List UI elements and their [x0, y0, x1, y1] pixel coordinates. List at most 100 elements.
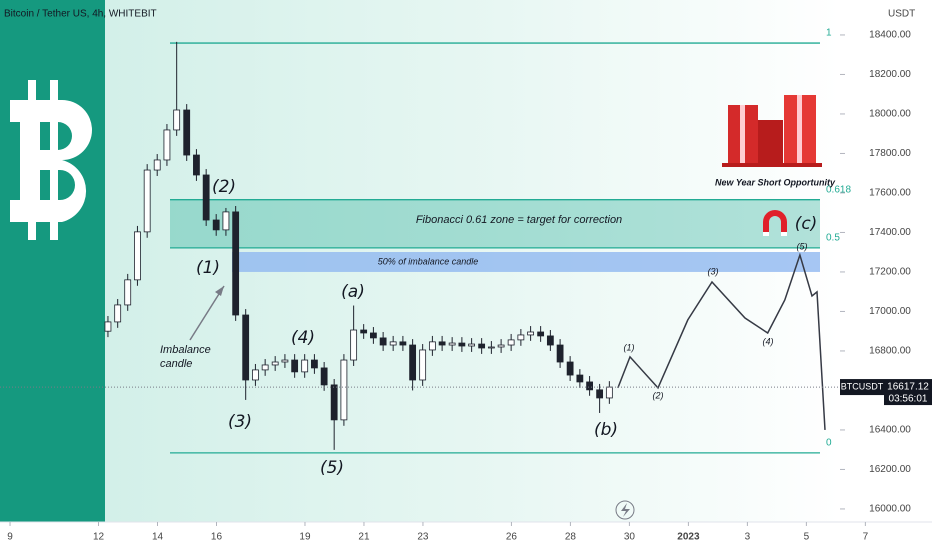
chart-title: Bitcoin / Tether US, 4h, WHITEBIT — [4, 9, 157, 20]
candle-body — [546, 335, 554, 346]
candle-body — [409, 344, 417, 381]
candle-body — [596, 389, 604, 399]
candle-body — [448, 342, 456, 346]
wave-label: (5) — [320, 458, 344, 478]
x-tick-label: 26 — [506, 532, 518, 543]
projection-wave-label: (3) — [708, 266, 719, 276]
candle-body — [232, 211, 240, 316]
candle-body — [271, 361, 279, 366]
candle-body — [478, 343, 486, 349]
candle-body — [202, 174, 210, 221]
gift-icon — [722, 95, 822, 167]
fib-ratio: 0 — [826, 437, 832, 448]
x-tick-label: 9 — [7, 532, 13, 543]
new-year-label: New Year Short Opportunity — [715, 177, 836, 187]
candle-body — [369, 332, 377, 339]
x-tick-label: 5 — [804, 532, 810, 543]
fib-zone-label: Fibonacci 0.61 zone = target for correct… — [416, 214, 622, 226]
x-tick-label: 21 — [358, 532, 370, 543]
candle-body — [566, 361, 574, 376]
x-tick-label: 2023 — [677, 532, 700, 543]
candle-body — [104, 321, 112, 332]
candle-body — [438, 341, 446, 346]
y-tick-label: 18400.00 — [869, 30, 911, 41]
projection-wave-label: (1) — [624, 342, 635, 352]
candle-body — [114, 304, 122, 323]
candle-body — [242, 314, 250, 381]
wave-label: (b) — [594, 420, 618, 440]
candle-body — [458, 342, 466, 347]
bitcoin-logo — [10, 80, 92, 240]
y-tick-label: 18200.00 — [869, 69, 911, 80]
fib-ratio: 0.5 — [826, 232, 840, 243]
x-tick-label: 19 — [299, 532, 311, 543]
candle-body — [281, 359, 289, 363]
arrow — [189, 285, 225, 341]
x-tick-label: 12 — [93, 532, 105, 543]
x-tick-label: 23 — [417, 532, 429, 543]
candle-body — [360, 329, 368, 334]
replay-icon[interactable] — [615, 500, 635, 520]
candle-body — [193, 154, 200, 176]
arrow-head — [215, 286, 224, 296]
logo-panel — [0, 0, 105, 522]
candle-body — [252, 369, 259, 381]
candle-body — [497, 344, 505, 348]
candle-body — [340, 359, 348, 421]
imbalance-label: candle — [160, 358, 192, 370]
projection-wave-label: (5) — [797, 241, 808, 251]
candle-body — [527, 331, 535, 336]
replay-icon-bolt — [621, 503, 630, 517]
y-tick-label: 18000.00 — [869, 109, 911, 120]
candle-body — [330, 384, 338, 421]
candle-body — [320, 367, 328, 386]
imbalance-label: Imbalance — [160, 344, 211, 356]
candle-body — [389, 341, 397, 346]
x-tick-label: 28 — [565, 532, 577, 543]
y-tick-label: 17400.00 — [869, 227, 911, 238]
y-tick-label: 16400.00 — [869, 425, 911, 436]
y-tick-label: 17000.00 — [869, 306, 911, 317]
candle-body — [379, 337, 387, 346]
symbol-label: BTCUSDT — [841, 381, 884, 391]
wave-label: (c) — [795, 214, 818, 234]
candle-body — [487, 346, 495, 349]
fib-ratio: 0.618 — [826, 184, 851, 195]
symbol-box — [840, 379, 884, 396]
fib-ratio: 1 — [826, 28, 832, 39]
x-tick-label: 3 — [745, 532, 751, 543]
y-tick-label: 17200.00 — [869, 267, 911, 278]
candle-body — [124, 279, 132, 306]
last-price-label: 16617.12 — [887, 382, 929, 393]
y-axis-unit: USDT — [888, 9, 915, 20]
y-tick-label: 16800.00 — [869, 346, 911, 357]
y-tick-label: 17600.00 — [869, 188, 911, 199]
candle-body — [507, 339, 515, 346]
projection-line — [617, 252, 826, 430]
projection-wave-label: (4) — [763, 336, 774, 346]
price-axis-bg — [840, 0, 932, 550]
candle-body — [311, 359, 318, 369]
annotations: Fibonacci 0.61 zone = target for correct… — [160, 95, 836, 520]
imbalance-zone-label: 50% of imbalance candle — [378, 256, 479, 266]
fib-zone — [170, 199, 820, 248]
candle-body — [537, 331, 545, 337]
candle-body — [399, 341, 407, 346]
candle-body — [468, 343, 476, 347]
magnet-icon — [763, 210, 787, 236]
x-tick-label: 16 — [211, 532, 223, 543]
candle-body — [301, 359, 309, 373]
x-tick-label: 7 — [863, 532, 869, 543]
candle-body — [586, 381, 593, 391]
candle-body — [143, 169, 151, 233]
candle-body — [183, 109, 191, 156]
wave-label: (2) — [212, 177, 236, 197]
wave-label: (a) — [341, 282, 365, 302]
candle-body — [517, 334, 525, 341]
countdown-label: 03:56:01 — [889, 394, 928, 405]
candle-body — [556, 344, 564, 363]
x-tick-label: 14 — [152, 532, 164, 543]
candle-body — [212, 219, 220, 231]
candle-body — [291, 359, 299, 373]
